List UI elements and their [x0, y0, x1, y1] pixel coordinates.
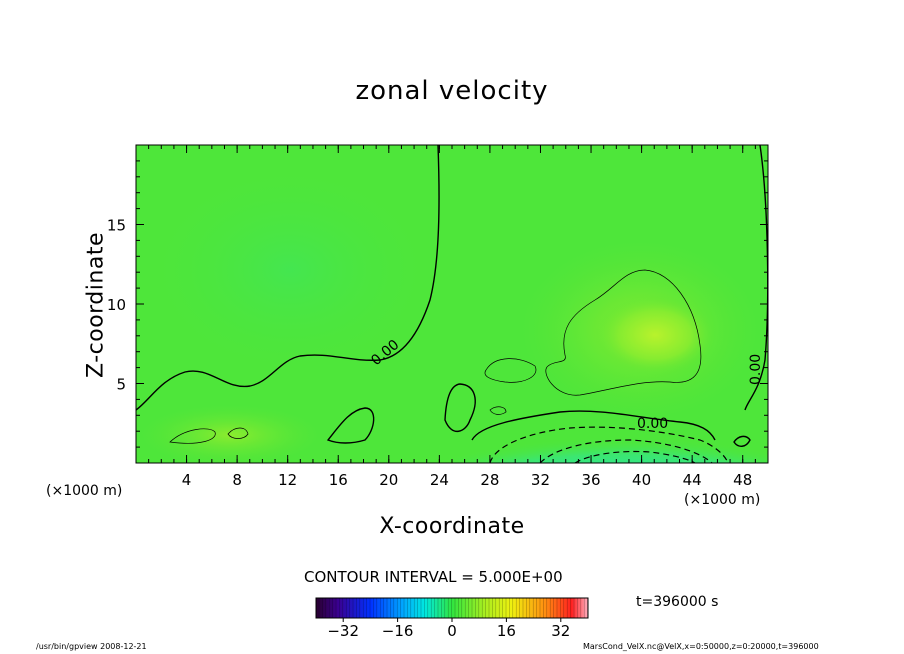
contour-small-2	[444, 383, 476, 432]
x-tick-label: 28	[480, 471, 499, 489]
contour-positive-3	[169, 428, 216, 444]
colorbar-tick-label: 16	[497, 622, 516, 640]
field-region-upper-left	[140, 160, 440, 380]
x-tick-label: 40	[632, 471, 651, 489]
colorbar-tick-label: −32	[327, 622, 359, 640]
contour-positive-5	[489, 406, 507, 415]
y-tick-label: 5	[116, 376, 126, 394]
x-tick-label: 44	[683, 471, 702, 489]
contour-zero-right	[744, 145, 768, 411]
time-label: t=396000 s	[636, 594, 719, 610]
x-axis-label: X-coordinate	[379, 514, 525, 539]
contour-negative-3	[574, 450, 696, 463]
x-axis-ticks: 4 8 12 16 20 24 28 32 36 40 44 48	[148, 145, 756, 489]
colorbar-stripes	[318, 598, 588, 618]
x-tick-label: 36	[581, 471, 600, 489]
footer-command: /usr/bin/gpview 2008-12-21	[36, 642, 147, 651]
x-tick-label: 4	[182, 471, 192, 489]
colorbar-ticks: −32 −16 0 16 32	[327, 618, 570, 640]
contour-label: 0.00	[637, 416, 668, 432]
x-tick-label: 24	[430, 471, 449, 489]
contour-negative-1	[489, 426, 729, 463]
field-region-positive-peak	[595, 295, 715, 375]
contour-lines-thin	[169, 269, 702, 444]
colorbar-tick-label: −16	[382, 622, 414, 640]
contour-positive-1	[545, 269, 702, 396]
x-tick-label: 48	[733, 471, 752, 489]
colorbar-tick-label: 0	[447, 622, 457, 640]
contour-small-3	[733, 435, 751, 447]
field-region-lower-left	[140, 405, 320, 463]
contour-small-1	[326, 407, 375, 444]
contour-positive-2	[484, 358, 537, 383]
field-region-negative-core	[451, 415, 768, 463]
x-tick-label: 16	[329, 471, 348, 489]
colorbar-gradient	[316, 598, 588, 618]
contour-positive-4	[227, 427, 249, 439]
contour-zero-left	[136, 145, 440, 411]
contour-lines-negative	[489, 426, 729, 463]
contour-lines	[136, 145, 768, 447]
footer-source: MarsCond_VelX.nc@VelX,x=0:50000,z=0:2000…	[583, 642, 819, 651]
colorbar: −32 −16 0 16 32	[315, 597, 589, 640]
x-axis-unit-right: (×1000 m)	[684, 492, 761, 508]
x-axis-unit-left: (×1000 m)	[46, 483, 123, 499]
y-axis-label: Z-coordinate	[83, 232, 109, 378]
colorbar-tick-label: 32	[551, 622, 570, 640]
contour-label: 0.00	[748, 354, 764, 385]
chart-title: zonal velocity	[355, 76, 549, 106]
x-tick-label: 32	[531, 471, 550, 489]
x-tick-label: 8	[232, 471, 242, 489]
plot-area: 0.00 0.00 0.00 4 8 12 16 20 24 28 32 36 40 44 48 51…	[107, 144, 769, 489]
contour-interval-label: CONTOUR INTERVAL = 5.000E+00	[304, 568, 563, 586]
contour-zero-bottom	[471, 410, 716, 441]
y-tick-label: 15	[107, 217, 126, 235]
y-axis-ticks: 5 10 15	[107, 160, 768, 448]
contour-negative-2	[539, 439, 713, 463]
x-tick-label: 20	[379, 471, 398, 489]
y-tick-label: 10	[107, 296, 126, 314]
x-tick-label: 12	[278, 471, 297, 489]
